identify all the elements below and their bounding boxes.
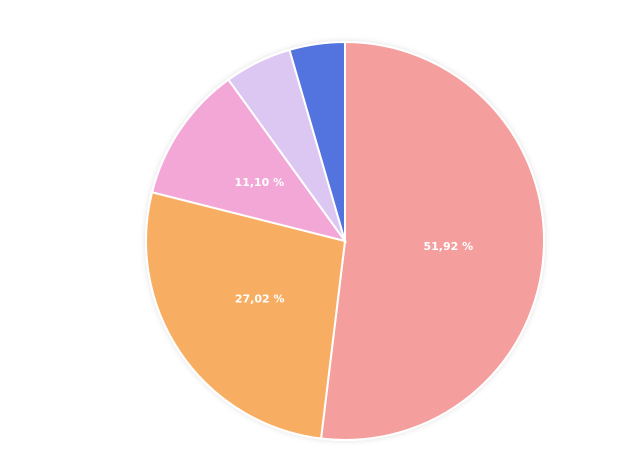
- pie-slice: [319, 40, 545, 441]
- data-label: 27,02 %: [235, 293, 285, 306]
- pie-slice: [150, 78, 348, 243]
- pie-slice: [288, 40, 346, 242]
- data-label: 51,92 %: [423, 240, 473, 253]
- pie-slice: [145, 191, 347, 440]
- data-label: 11,10 %: [235, 176, 285, 189]
